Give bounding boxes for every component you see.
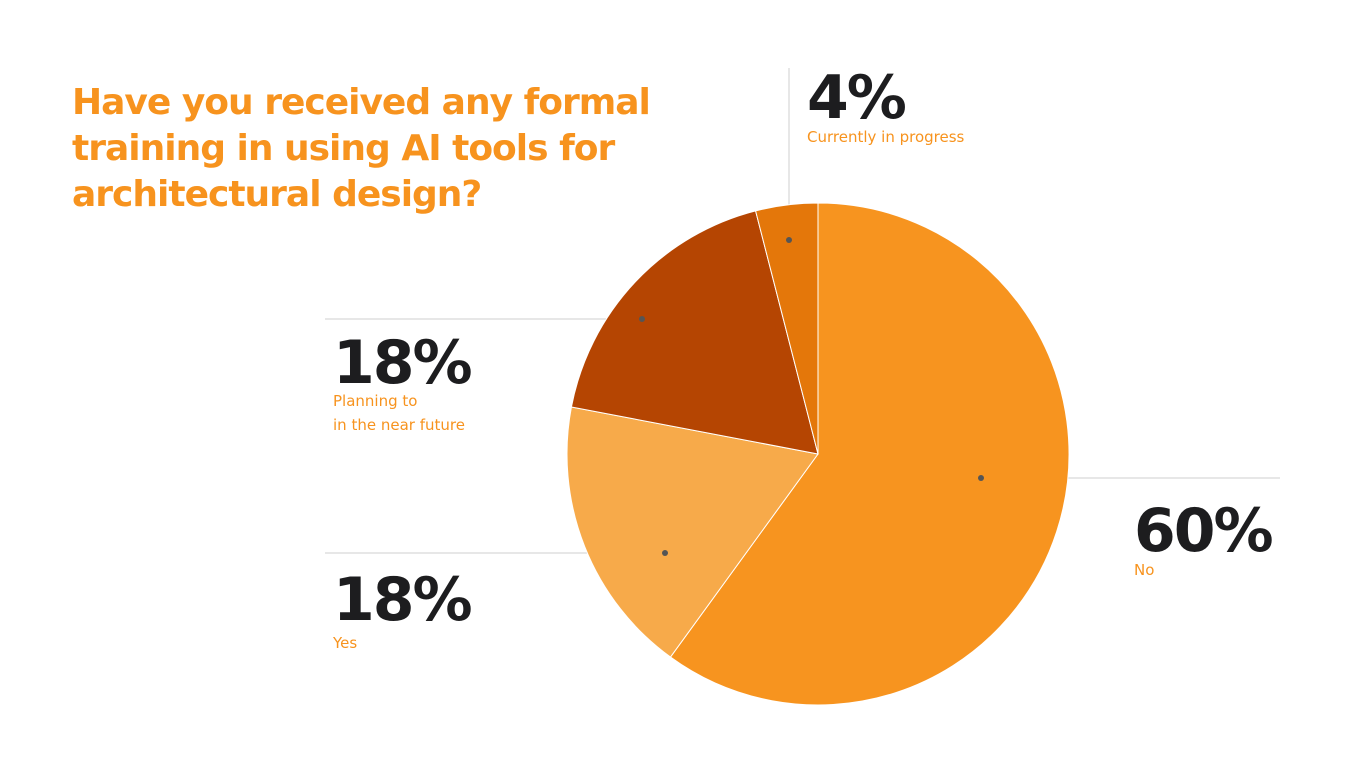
pct-planning: 18%: [333, 328, 473, 398]
leader-dot-planning: [639, 316, 645, 322]
pie-slices: [566, 202, 1070, 706]
pct-in-progress: 4%: [807, 63, 907, 133]
label-planning: Planning to in the near future: [333, 392, 465, 434]
label-no: No: [1134, 561, 1155, 579]
leader-dot-in-progress: [786, 237, 792, 243]
leader-dots: [639, 237, 984, 556]
leader-dot-no: [978, 475, 984, 481]
pie-slice-yes: [566, 406, 819, 658]
leader-dot-yes: [662, 550, 668, 556]
label-in-progress: Currently in progress: [807, 128, 965, 146]
pie-slice-no: [669, 202, 1070, 706]
pct-yes: 18%: [333, 565, 473, 635]
pct-no: 60%: [1134, 496, 1274, 566]
pie-slice-in-progress: [754, 202, 819, 455]
label-yes: Yes: [333, 634, 358, 652]
pie-slice-planning: [570, 210, 819, 455]
chart-title: Have you received any formal training in…: [72, 82, 651, 215]
